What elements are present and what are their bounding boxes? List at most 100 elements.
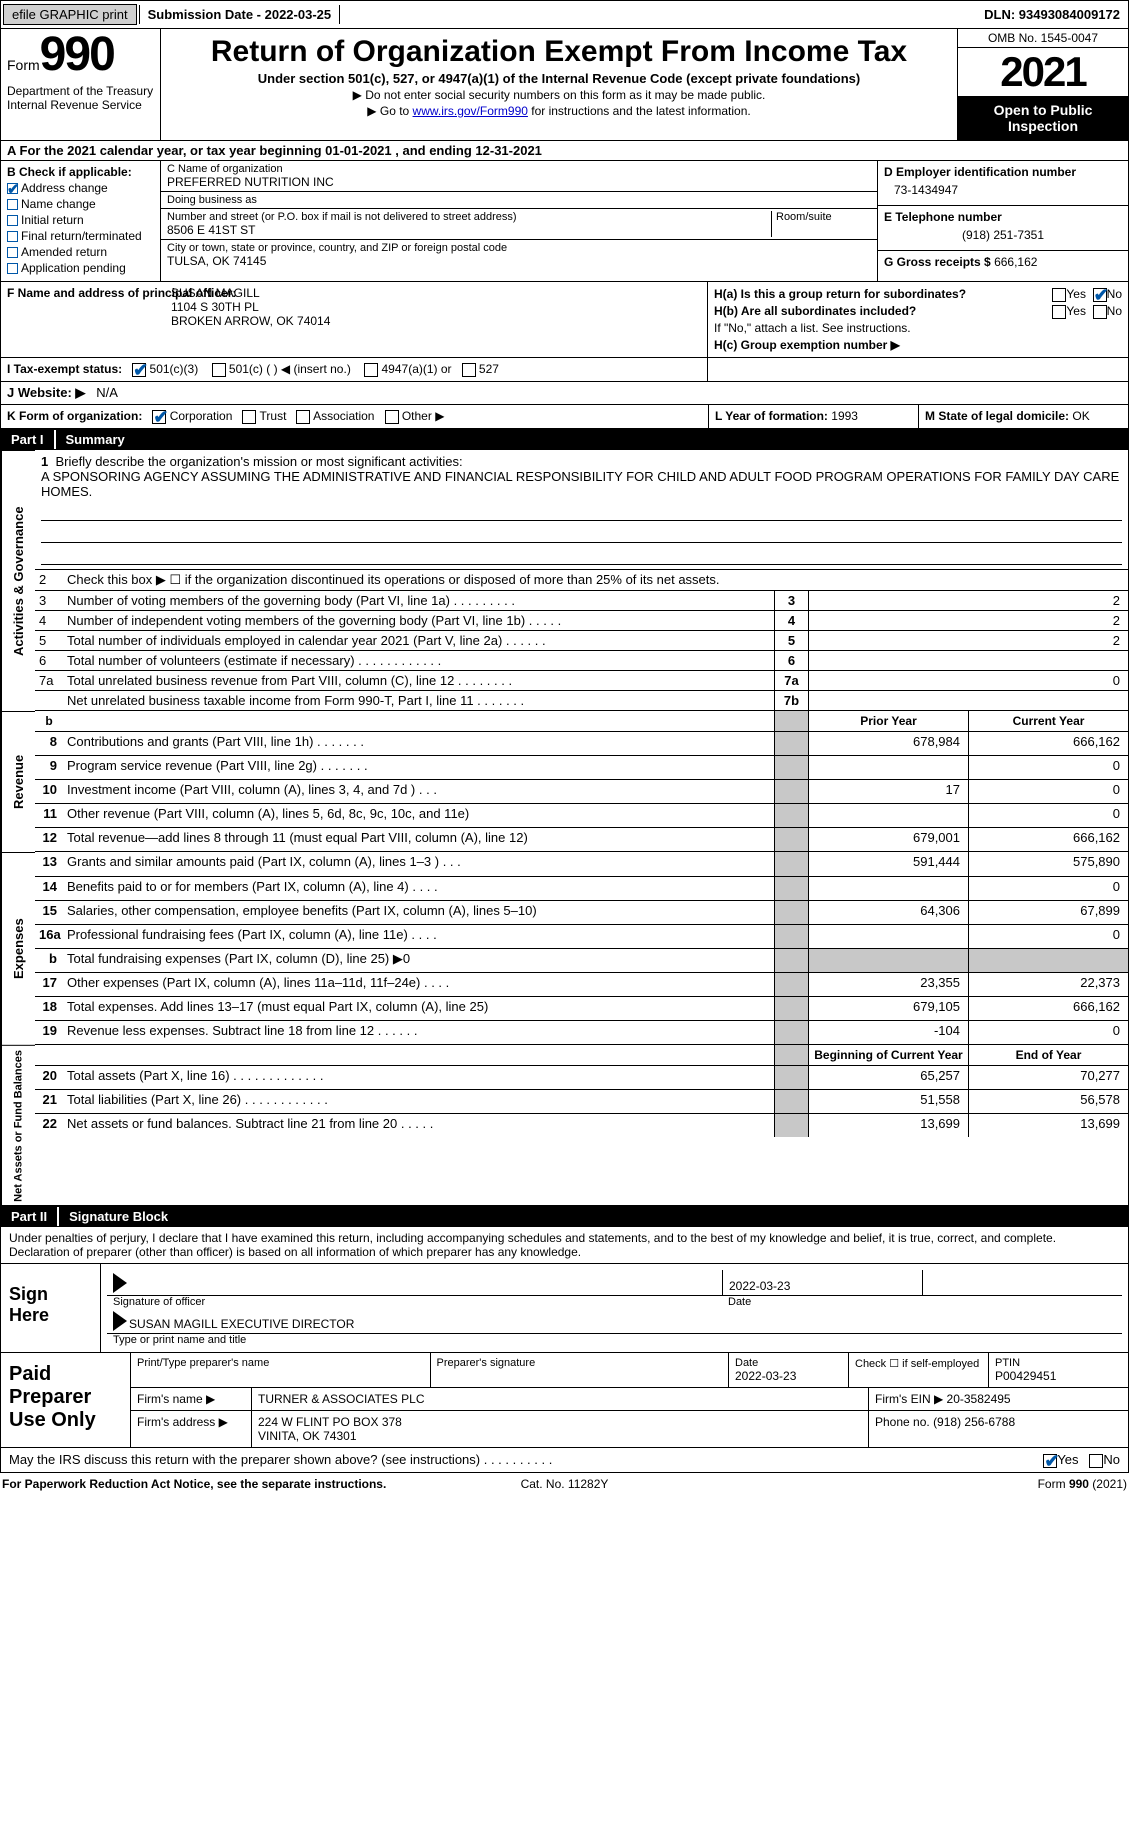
part-1-header: Part I Summary: [0, 429, 1129, 450]
section-i: I Tax-exempt status: 501(c)(3) 501(c) ( …: [0, 358, 1129, 382]
firm-ein: 20-3582495: [947, 1392, 1011, 1406]
discuss-no-checkbox[interactable]: [1089, 1454, 1103, 1468]
ha-yes-checkbox[interactable]: [1052, 288, 1066, 302]
section-label-revenue: Revenue: [1, 711, 35, 852]
section-b: B Check if applicable: Address change Na…: [1, 161, 161, 281]
checkbox-application-pending[interactable]: [7, 263, 18, 274]
line19-cy: 0: [968, 1021, 1128, 1044]
irs-link[interactable]: www.irs.gov/Form990: [413, 104, 528, 118]
form-subtitle: Under section 501(c), 527, or 4947(a)(1)…: [171, 71, 947, 86]
line15-py: 64,306: [808, 901, 968, 924]
checkbox-address-change[interactable]: [7, 183, 18, 194]
line10-py: 17: [808, 780, 968, 803]
line7b-value: [808, 691, 1128, 710]
arrow-icon: [113, 1273, 127, 1293]
officer-print-name: SUSAN MAGILL EXECUTIVE DIRECTOR: [129, 1317, 354, 1331]
sign-here-label: Sign Here: [1, 1264, 101, 1352]
line12-cy: 666,162: [968, 828, 1128, 851]
submission-date: Submission Date - 2022-03-25: [139, 5, 341, 24]
line13-py: 591,444: [808, 852, 968, 876]
checkbox-name-change[interactable]: [7, 199, 18, 210]
h-b-note: If "No," attach a list. See instructions…: [714, 321, 1122, 335]
line11-cy: 0: [968, 804, 1128, 827]
h-c-label: H(c) Group exemption number ▶: [714, 338, 900, 352]
hb-no-checkbox[interactable]: [1093, 305, 1107, 319]
irs-discuss-question: May the IRS discuss this return with the…: [0, 1448, 1129, 1473]
signature-block: Under penalties of perjury, I declare th…: [0, 1227, 1129, 1448]
dln-number: DLN: 93493084009172: [976, 5, 1128, 24]
line6-value: [808, 651, 1128, 670]
line18-cy: 666,162: [968, 997, 1128, 1020]
form-990-page: efile GRAPHIC print Submission Date - 20…: [0, 0, 1129, 1495]
hb-yes-checkbox[interactable]: [1052, 305, 1066, 319]
section-f-h: F Name and address of principal officer:…: [0, 282, 1129, 358]
line16a-cy: 0: [968, 925, 1128, 948]
gross-receipts: 666,162: [994, 255, 1037, 269]
year-formation: 1993: [831, 409, 858, 423]
i-501c3-checkbox[interactable]: [132, 363, 146, 377]
page-footer: For Paperwork Reduction Act Notice, see …: [0, 1473, 1129, 1495]
ssn-warning: ▶ Do not enter social security numbers o…: [171, 88, 947, 102]
checkbox-final-return[interactable]: [7, 231, 18, 242]
line21-boy: 51,558: [808, 1090, 968, 1113]
k-assoc-checkbox[interactable]: [296, 410, 310, 424]
line14-cy: 0: [968, 877, 1128, 900]
section-d-e-g: D Employer identification number 73-1434…: [878, 161, 1128, 281]
street-address: 8506 E 41ST ST: [167, 223, 771, 237]
open-to-public: Open to Public Inspection: [958, 96, 1128, 140]
checkbox-amended-return[interactable]: [7, 247, 18, 258]
checkbox-initial-return[interactable]: [7, 215, 18, 226]
section-label-governance: Activities & Governance: [1, 450, 35, 711]
i-501c-checkbox[interactable]: [212, 363, 226, 377]
officer-name: SUSAN MAGILL: [171, 286, 701, 300]
website: N/A: [96, 385, 118, 400]
k-trust-checkbox[interactable]: [242, 410, 256, 424]
i-527-checkbox[interactable]: [462, 363, 476, 377]
line10-cy: 0: [968, 780, 1128, 803]
line12-py: 679,001: [808, 828, 968, 851]
form-header: Form990 Department of the Treasury Inter…: [0, 29, 1129, 141]
line17-cy: 22,373: [968, 973, 1128, 996]
section-b-c-d: B Check if applicable: Address change Na…: [0, 161, 1129, 282]
line20-eoy: 70,277: [968, 1066, 1128, 1089]
mission-text: A SPONSORING AGENCY ASSUMING THE ADMINIS…: [41, 469, 1119, 499]
department-label: Department of the Treasury Internal Reve…: [7, 84, 154, 112]
state-domicile: OK: [1072, 409, 1089, 423]
part-2-header: Part II Signature Block: [0, 1206, 1129, 1227]
efile-print-button[interactable]: efile GRAPHIC print: [3, 4, 137, 25]
officer-addr2: BROKEN ARROW, OK 74014: [171, 314, 701, 328]
city-state-zip: TULSA, OK 74145: [167, 254, 871, 268]
tax-year: 2021: [958, 48, 1128, 96]
ein: 73-1434947: [884, 179, 1122, 201]
firm-addr2: VINITA, OK 74301: [258, 1429, 357, 1443]
line7a-value: 0: [808, 671, 1128, 690]
i-4947-checkbox[interactable]: [364, 363, 378, 377]
line17-py: 23,355: [808, 973, 968, 996]
section-label-expenses: Expenses: [1, 852, 35, 1045]
line4-value: 2: [808, 611, 1128, 630]
k-other-checkbox[interactable]: [385, 410, 399, 424]
section-c: C Name of organization PREFERRED NUTRITI…: [161, 161, 878, 281]
firm-addr1: 224 W FLINT PO BOX 378: [258, 1415, 402, 1429]
discuss-yes-checkbox[interactable]: [1043, 1454, 1057, 1468]
line9-cy: 0: [968, 756, 1128, 779]
preparer-date: 2022-03-23: [735, 1369, 796, 1383]
ha-no-checkbox[interactable]: [1093, 288, 1107, 302]
line8-cy: 666,162: [968, 732, 1128, 755]
line5-value: 2: [808, 631, 1128, 650]
form-title: Return of Organization Exempt From Incom…: [171, 35, 947, 69]
line22-boy: 13,699: [808, 1114, 968, 1137]
k-corp-checkbox[interactable]: [152, 410, 166, 424]
h-a-label: H(a) Is this a group return for subordin…: [714, 287, 966, 301]
section-label-netassets: Net Assets or Fund Balances: [1, 1045, 35, 1206]
form-number: Form990: [7, 33, 154, 76]
penalty-declaration: Under penalties of perjury, I declare th…: [1, 1227, 1128, 1264]
sig-date: 2022-03-23: [722, 1270, 922, 1295]
telephone: (918) 251-7351: [884, 224, 1122, 246]
paid-preparer-label: Paid Preparer Use Only: [1, 1353, 131, 1447]
line20-boy: 65,257: [808, 1066, 968, 1089]
section-j: J Website: ▶ N/A: [0, 382, 1129, 405]
line15-cy: 67,899: [968, 901, 1128, 924]
tax-period: A For the 2021 calendar year, or tax yea…: [0, 141, 1129, 161]
summary-table: Activities & Governance 1 Briefly descri…: [0, 450, 1129, 1207]
